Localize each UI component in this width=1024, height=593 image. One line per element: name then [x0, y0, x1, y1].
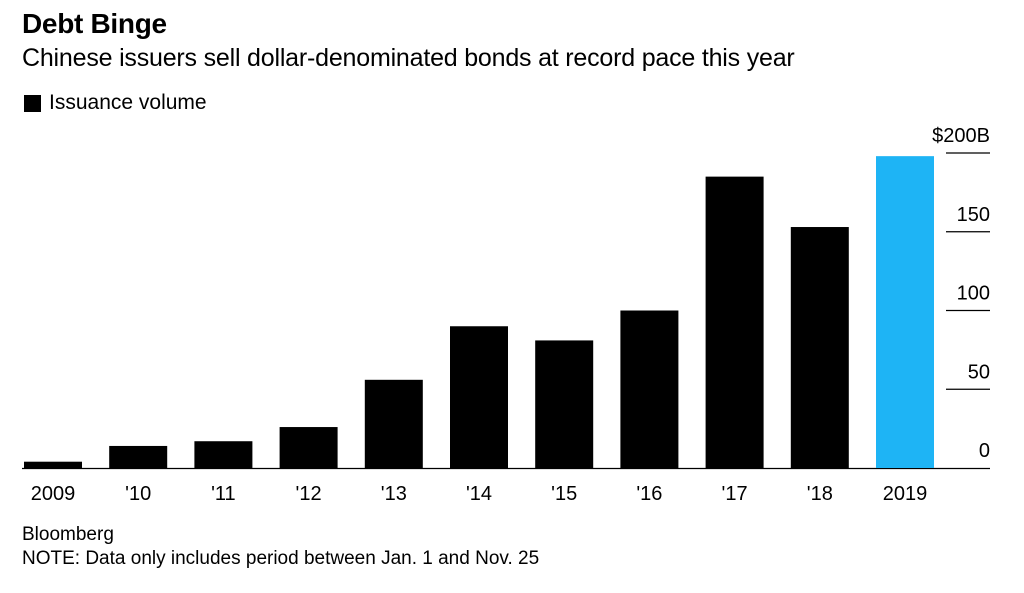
bar-2019 [876, 156, 934, 468]
bar-13 [364, 379, 423, 468]
bar-11 [194, 441, 253, 468]
x-tick-label: 2009 [31, 483, 76, 505]
bar-17 [705, 176, 764, 468]
bar-12 [279, 427, 338, 468]
bar-10 [109, 445, 168, 468]
x-tick-label: '13 [381, 483, 407, 505]
x-tick-label: '12 [296, 483, 322, 505]
bar-2009 [24, 461, 82, 468]
note-label: NOTE: Data only includes period between … [22, 548, 540, 569]
chart-subtitle: Chinese issuers sell dollar-denominated … [22, 44, 795, 72]
x-tick-label: '10 [125, 483, 151, 505]
y-tick-label: 150 [957, 204, 990, 226]
legend: Issuance volume [24, 91, 207, 115]
x-tick-label: '18 [807, 483, 833, 505]
y-tick-label: 0 [979, 440, 990, 462]
bar-16 [620, 310, 679, 468]
bar-15 [535, 340, 594, 468]
chart-title: Debt Binge [22, 8, 167, 39]
legend-label: Issuance volume [49, 91, 207, 114]
x-tick-label: '16 [636, 483, 662, 505]
x-tick-label: '14 [466, 483, 492, 505]
y-tick-label: $200B [932, 125, 990, 147]
x-tick-label: '15 [551, 483, 577, 505]
x-tick-label: 2019 [883, 483, 928, 505]
legend-swatch [24, 94, 41, 112]
x-tick-label: '17 [722, 483, 748, 505]
x-tick-label: '11 [211, 483, 236, 505]
source-label: Bloomberg [22, 524, 114, 545]
bar-18 [790, 227, 849, 468]
bar-14 [450, 326, 508, 468]
y-tick-label: 100 [957, 283, 990, 305]
y-tick-label: 50 [968, 361, 990, 383]
